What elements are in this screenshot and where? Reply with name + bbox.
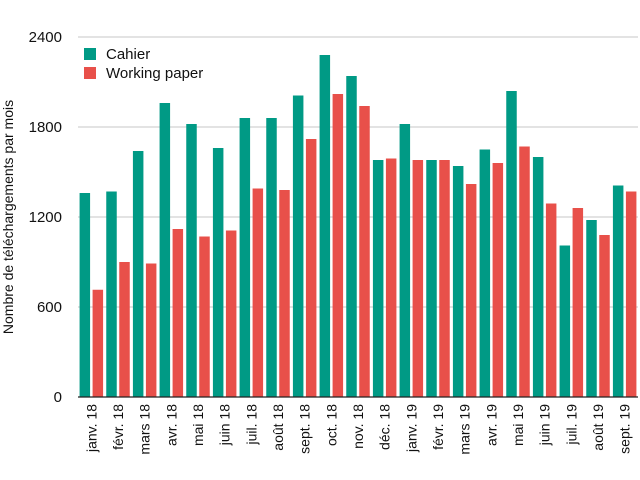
legend-swatch [84, 67, 96, 79]
legend-label: Working paper [106, 65, 203, 82]
bar-working-paper [92, 289, 104, 397]
x-tick-label: mars 18 [137, 404, 153, 455]
x-tick-label: mai 19 [510, 404, 526, 446]
x-tick-label: mai 18 [190, 404, 206, 446]
x-tick-label: juil. 18 [243, 404, 259, 446]
bar-cahier [292, 95, 304, 397]
x-tick-label: sept. 18 [297, 404, 313, 454]
x-tick-label: janv. 18 [83, 404, 99, 453]
x-tick-label: mars 19 [457, 404, 473, 455]
y-tick-label: 0 [54, 389, 62, 406]
x-tick-label: févr. 19 [430, 404, 446, 450]
y-axis-title: Nombre de téléchargements par mois [0, 100, 16, 334]
bar-cahier [426, 160, 437, 397]
x-tick-label: août 18 [270, 404, 286, 451]
bar-cahier [452, 166, 464, 397]
bar-cahier [79, 193, 91, 397]
x-tick-label: févr. 18 [110, 404, 126, 450]
bar-cahier [186, 124, 197, 397]
bar-cahier [372, 160, 384, 397]
y-tick-label: 600 [37, 299, 62, 316]
bar-working-paper [492, 163, 504, 397]
bar-working-paper [412, 160, 424, 397]
bar-working-paper [465, 184, 477, 397]
bar-working-paper [545, 203, 557, 397]
y-tick-label: 2400 [29, 29, 62, 46]
bar-working-paper [439, 160, 450, 397]
bars [79, 55, 637, 397]
x-tick-label: avr. 18 [163, 404, 179, 446]
x-tick-label: sept. 19 [617, 404, 633, 454]
y-tick-label: 1800 [29, 119, 62, 136]
bar-cahier [506, 91, 517, 397]
x-tick-label: août 19 [590, 404, 606, 451]
x-tick-labels: janv. 18 févr. 18 mars 18 avr. 18 mai 18 juin… [83, 404, 632, 455]
bar-working-paper [519, 146, 530, 397]
bar-cahier [479, 149, 491, 397]
x-tick-label: juin 19 [537, 404, 553, 446]
x-tick-label: oct. 18 [323, 404, 339, 446]
bar-working-paper [119, 262, 130, 397]
y-tick-label: 1200 [29, 209, 62, 226]
bar-cahier [132, 151, 144, 397]
x-tick-label: janv. 19 [403, 404, 419, 453]
bar-working-paper [252, 188, 264, 397]
x-tick-label: juin 18 [217, 404, 233, 446]
bar-working-paper [572, 208, 584, 397]
bar-cahier [159, 103, 171, 397]
bar-cahier [346, 76, 357, 397]
bar-cahier [399, 124, 411, 397]
bar-cahier [319, 55, 331, 397]
bar-cahier [586, 220, 597, 397]
bar-working-paper [332, 94, 344, 397]
bar-cahier [559, 245, 571, 397]
x-tick-label: juil. 19 [563, 404, 579, 446]
x-tick-label: nov. 18 [350, 404, 366, 449]
legend: Cahier Working paper [84, 46, 203, 82]
bar-working-paper [172, 229, 184, 397]
bar-cahier [212, 148, 224, 397]
legend-swatch [84, 48, 96, 60]
bar-working-paper [145, 263, 157, 397]
gridlines [78, 36, 638, 308]
y-tick-labels: 0 600 1200 1800 2400 [29, 29, 62, 406]
bar-cahier [239, 118, 251, 397]
bar-working-paper [359, 106, 370, 397]
x-tick-label: avr. 19 [483, 404, 499, 446]
bar-cahier [532, 157, 544, 397]
legend-label: Cahier [106, 46, 150, 63]
bar-working-paper [199, 236, 210, 397]
bar-working-paper [225, 230, 237, 397]
x-tick-label: déc. 18 [377, 404, 393, 450]
bar-cahier [612, 185, 624, 397]
bar-cahier [106, 191, 117, 397]
bar-working-paper [279, 190, 290, 397]
bar-working-paper [625, 191, 637, 397]
bar-working-paper [599, 235, 610, 397]
bar-working-paper [305, 139, 317, 397]
bar-working-paper [385, 158, 397, 397]
bar-cahier [266, 118, 277, 397]
